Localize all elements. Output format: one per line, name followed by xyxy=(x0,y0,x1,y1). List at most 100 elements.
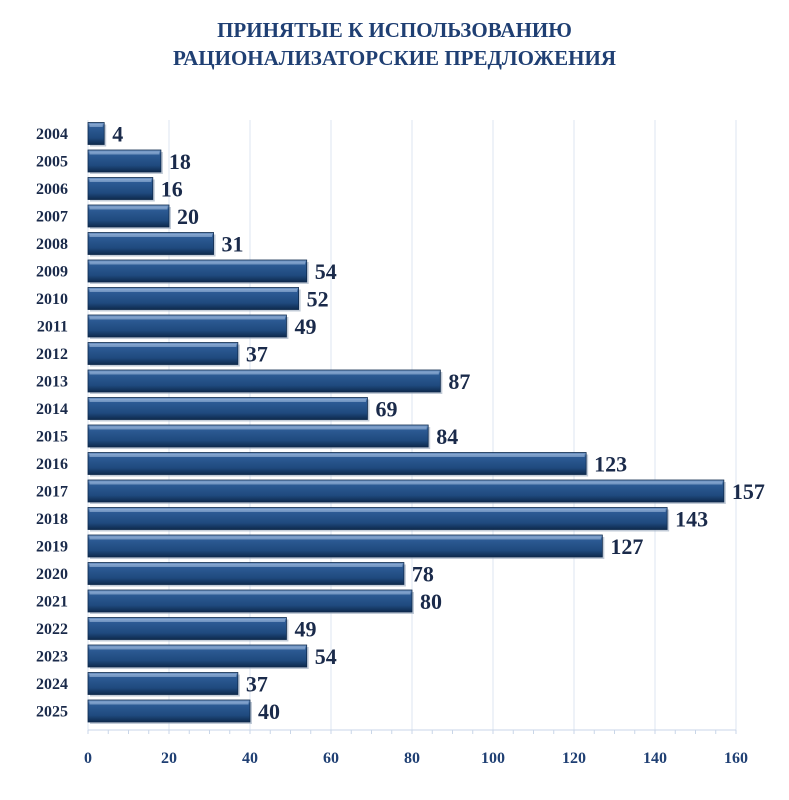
value-label: 80 xyxy=(420,589,442,614)
x-tick-label: 100 xyxy=(481,750,505,767)
value-label: 49 xyxy=(294,617,316,642)
bar-highlight xyxy=(89,399,366,402)
bar-rect xyxy=(87,699,251,723)
y-tick-label: 2021 xyxy=(36,594,68,611)
bar-rect xyxy=(87,479,725,503)
bar-highlight xyxy=(89,344,237,347)
value-label: 87 xyxy=(448,369,470,394)
value-label: 157 xyxy=(732,479,765,504)
bar-rect xyxy=(87,644,308,668)
y-tick-label: 2024 xyxy=(36,676,68,693)
y-tick-label: 2016 xyxy=(36,456,68,473)
bar-highlight xyxy=(89,564,403,567)
bar-rect xyxy=(87,369,441,393)
y-tick-label: 2004 xyxy=(36,126,68,143)
y-tick-label: 2022 xyxy=(36,621,68,638)
y-tick-label: 2012 xyxy=(36,346,68,363)
value-label: 54 xyxy=(315,259,337,284)
value-label: 40 xyxy=(258,699,280,724)
bar-2017 xyxy=(87,479,726,504)
bar-2019 xyxy=(87,534,605,559)
value-label: 123 xyxy=(594,452,627,477)
bar-2004 xyxy=(87,122,107,147)
y-tick-label: 2023 xyxy=(36,649,68,666)
chart-title-line-2: РАЦИОНАЛИЗАТОРСКИЕ ПРЕДЛОЖЕНИЯ xyxy=(172,46,616,70)
bar-2016 xyxy=(87,452,589,477)
value-label: 54 xyxy=(315,644,337,669)
bar-rect xyxy=(87,287,300,310)
bar-highlight xyxy=(89,426,427,430)
value-label: 16 xyxy=(161,177,183,202)
bar-highlight xyxy=(89,316,285,320)
y-tick-label: 2020 xyxy=(36,566,68,583)
x-tick-label: 0 xyxy=(84,750,92,767)
bar-2015 xyxy=(87,424,431,449)
bar-highlight xyxy=(89,234,213,237)
bar-rect xyxy=(87,507,668,530)
bar-highlight xyxy=(89,701,249,705)
value-label: 4 xyxy=(112,122,123,147)
y-tick-label: 2019 xyxy=(36,539,68,556)
y-tick-label: 2013 xyxy=(36,374,68,391)
bar-highlight xyxy=(89,124,103,127)
value-label: 143 xyxy=(675,507,708,532)
bar-highlight xyxy=(89,371,439,375)
bar-2013 xyxy=(87,369,443,394)
value-label: 18 xyxy=(169,149,191,174)
y-tick-label: 2015 xyxy=(36,429,68,446)
bar-highlight xyxy=(89,179,152,182)
x-tick-label: 80 xyxy=(404,750,420,767)
bar-highlight xyxy=(89,674,237,677)
value-label: 84 xyxy=(436,424,458,449)
value-label: 49 xyxy=(294,314,316,339)
bar-highlight xyxy=(89,151,160,155)
value-label: 127 xyxy=(610,534,643,559)
bar-2009 xyxy=(87,259,309,284)
y-tick-label: 2011 xyxy=(37,319,68,336)
y-tick-label: 2017 xyxy=(36,484,68,501)
x-tick-label: 40 xyxy=(242,750,258,767)
y-tick-label: 2025 xyxy=(36,704,68,721)
bar-2007 xyxy=(87,204,171,229)
x-tick-label: 120 xyxy=(562,750,586,767)
bar-2014 xyxy=(87,397,370,422)
bar-highlight xyxy=(89,481,723,485)
value-label: 31 xyxy=(222,232,244,257)
bar-highlight xyxy=(89,206,168,210)
y-tick-label: 2007 xyxy=(36,209,68,226)
y-tick-label: 2014 xyxy=(36,401,68,418)
y-tick-label: 2018 xyxy=(36,511,68,528)
bar-highlight xyxy=(89,261,306,265)
x-tick-label: 60 xyxy=(323,750,339,767)
bar-rect xyxy=(87,314,287,338)
bar-rect xyxy=(87,149,162,173)
bar-2008 xyxy=(87,232,216,257)
bar-rect xyxy=(87,424,429,448)
bar-rect xyxy=(87,589,413,613)
bar-2006 xyxy=(87,177,155,202)
value-label: 78 xyxy=(412,562,434,587)
bar-highlight xyxy=(89,454,585,457)
y-tick-label: 2008 xyxy=(36,236,68,253)
bar-2018 xyxy=(87,507,670,532)
bar-rect xyxy=(87,452,587,475)
bar-2022 xyxy=(87,617,289,642)
bar-2012 xyxy=(87,342,240,367)
bar-rect xyxy=(87,122,105,145)
value-label: 52 xyxy=(307,287,329,312)
y-tick-label: 2009 xyxy=(36,264,68,281)
x-tick-label: 160 xyxy=(724,750,748,767)
value-label: 37 xyxy=(246,672,268,697)
chart-title-line-1: ПРИНЯТЫЕ К ИСПОЛЬЗОВАНИЮ xyxy=(217,18,572,42)
bar-highlight xyxy=(89,619,285,622)
chart-title: ПРИНЯТЫЕ К ИСПОЛЬЗОВАНИЮ РАЦИОНАЛИЗАТОРС… xyxy=(0,16,789,72)
bar-rect xyxy=(87,672,239,695)
bar-highlight xyxy=(89,509,666,512)
value-label: 20 xyxy=(177,204,199,229)
bar-rect xyxy=(87,177,154,200)
bar-highlight xyxy=(89,289,298,292)
bar-2023 xyxy=(87,644,309,669)
value-label: 37 xyxy=(246,342,268,367)
bar-rect xyxy=(87,534,603,558)
